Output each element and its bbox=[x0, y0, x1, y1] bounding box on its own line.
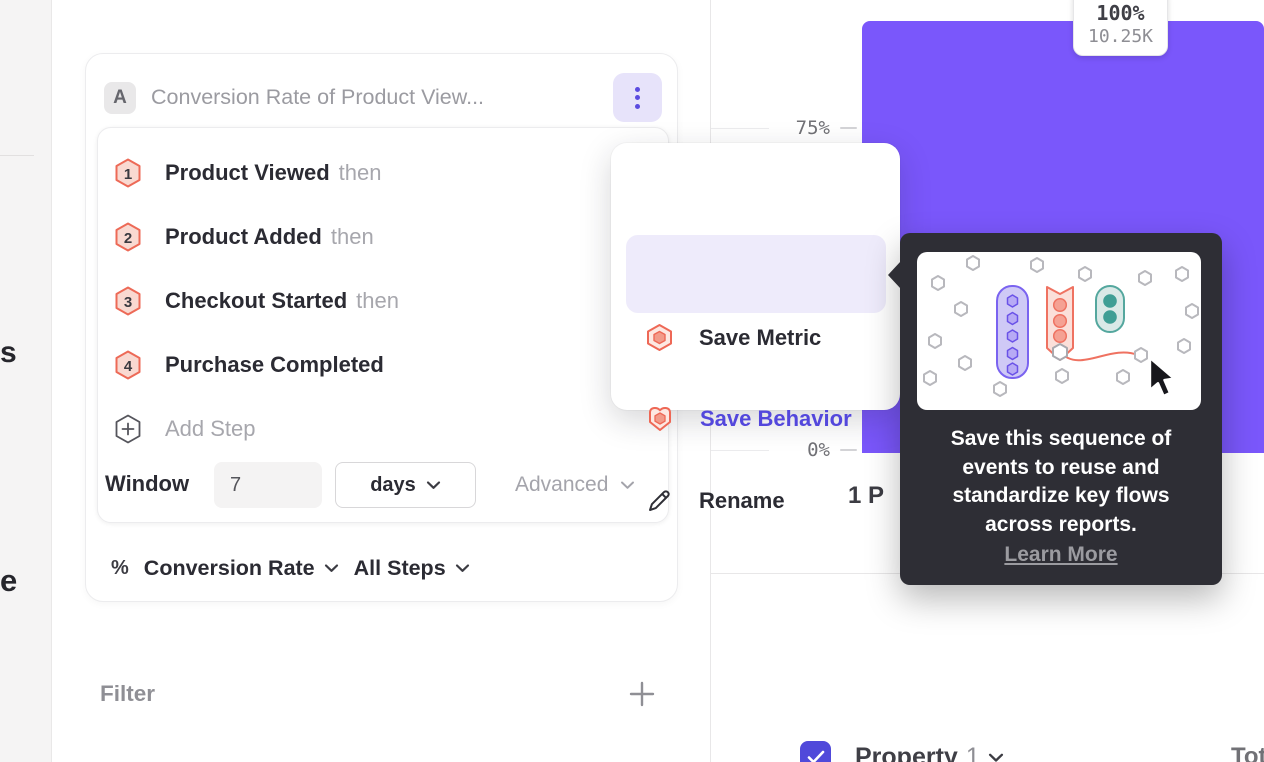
chevron-down-icon bbox=[988, 753, 1003, 762]
step-event-name: Purchase Completed bbox=[165, 352, 384, 377]
metric-type-dropdown[interactable]: Conversion Rate bbox=[144, 556, 339, 581]
chevron-down-icon bbox=[324, 564, 338, 572]
check-icon bbox=[807, 750, 824, 762]
window-value-input[interactable] bbox=[214, 462, 322, 508]
chevron-down-icon bbox=[426, 481, 440, 489]
save-metric-hexagon-icon bbox=[647, 324, 672, 351]
metric-scope-dropdown[interactable]: All Steps bbox=[354, 556, 470, 581]
legend-row: Property 1 bbox=[800, 741, 1004, 762]
behavior-illustration bbox=[917, 252, 1201, 410]
gridline-0 bbox=[711, 450, 769, 451]
window-label: Window bbox=[105, 471, 190, 496]
funnel-step-3[interactable]: 3 Checkout Started then bbox=[114, 285, 399, 317]
bar-percent-value: 100% bbox=[1096, 1, 1145, 25]
kebab-dot bbox=[635, 95, 640, 100]
tooltip-arrow bbox=[888, 261, 901, 289]
kebab-dot bbox=[635, 86, 640, 92]
total-column-header: Tot bbox=[1231, 743, 1264, 762]
legend-checkbox[interactable] bbox=[800, 741, 831, 762]
percent-icon: % bbox=[111, 556, 129, 579]
add-step-hexagon-plus-icon bbox=[114, 414, 142, 444]
ytick-0-label: 0% bbox=[807, 439, 830, 461]
query-title[interactable]: Conversion Rate of Product View... bbox=[151, 85, 485, 109]
cursor-icon bbox=[1148, 356, 1176, 398]
series-badge: A bbox=[104, 82, 136, 114]
step-then-text: then bbox=[338, 160, 382, 185]
gridline-75 bbox=[711, 128, 769, 129]
step-number-hexagon-icon: 2 bbox=[114, 222, 142, 252]
step-event-name: Product Added bbox=[165, 224, 322, 249]
step-event-name: Product Viewed bbox=[165, 160, 330, 185]
tick-75 bbox=[840, 127, 857, 129]
chevron-down-icon bbox=[621, 481, 635, 489]
context-menu: Save Metric Save Behavior Rename bbox=[611, 143, 900, 513]
funnel-steps-card: 1 Product Viewed then 2 Product Added th… bbox=[97, 127, 669, 523]
step-then-text: then bbox=[330, 224, 374, 249]
bar-value-label: 100% 10.25K bbox=[1073, 0, 1168, 56]
legend-property-dropdown[interactable]: Property 1 bbox=[855, 743, 1004, 762]
menu-item-save-metric[interactable]: Save Metric bbox=[645, 323, 821, 352]
filter-section: Filter bbox=[100, 680, 656, 708]
kebab-menu-button[interactable] bbox=[613, 73, 662, 122]
filter-label: Filter bbox=[100, 681, 156, 706]
add-step-button[interactable]: Add Step bbox=[114, 413, 256, 445]
window-unit-select[interactable]: days bbox=[335, 462, 476, 508]
add-step-label: Add Step bbox=[165, 416, 256, 441]
chevron-down-icon bbox=[455, 564, 469, 572]
query-builder-card: A Conversion Rate of Product View... 1 P… bbox=[85, 53, 678, 602]
x-axis-category-label: 1 P bbox=[848, 482, 885, 509]
sidebar-divider bbox=[0, 155, 34, 156]
tick-0 bbox=[840, 449, 857, 451]
menu-item-highlight bbox=[626, 235, 886, 313]
metric-row: % Conversion Rate All Steps bbox=[111, 553, 470, 583]
step-number-hexagon-icon: 4 bbox=[114, 350, 142, 380]
save-behavior-tooltip: Save this sequence of events to reuse an… bbox=[900, 233, 1222, 585]
tooltip-text: Save this sequence of events to reuse an… bbox=[900, 425, 1222, 570]
funnel-step-1[interactable]: 1 Product Viewed then bbox=[114, 157, 381, 189]
sidebar-item-partial-top[interactable]: s bbox=[0, 336, 17, 369]
funnel-step-2[interactable]: 2 Product Added then bbox=[114, 221, 374, 253]
advanced-toggle[interactable]: Advanced bbox=[515, 473, 635, 497]
pencil-icon bbox=[649, 490, 670, 511]
ytick-75-label: 75% bbox=[795, 117, 830, 139]
step-number-hexagon-icon: 3 bbox=[114, 286, 142, 316]
left-sidebar: s e bbox=[0, 0, 52, 762]
step-event-name: Checkout Started bbox=[165, 288, 348, 313]
menu-item-rename[interactable]: Rename bbox=[645, 486, 785, 515]
add-filter-button[interactable] bbox=[628, 680, 656, 708]
kebab-dot bbox=[635, 103, 640, 109]
save-behavior-badge-icon bbox=[649, 407, 671, 431]
step-then-text: then bbox=[356, 288, 399, 313]
learn-more-link[interactable]: Learn More bbox=[1004, 543, 1118, 566]
sidebar-item-partial-bottom[interactable]: e bbox=[0, 563, 18, 598]
step-number-hexagon-icon: 1 bbox=[114, 158, 142, 188]
bar-count-value: 10.25K bbox=[1087, 26, 1154, 47]
menu-item-save-behavior[interactable]: Save Behavior bbox=[645, 404, 852, 433]
funnel-step-4[interactable]: 4 Purchase Completed bbox=[114, 349, 393, 381]
